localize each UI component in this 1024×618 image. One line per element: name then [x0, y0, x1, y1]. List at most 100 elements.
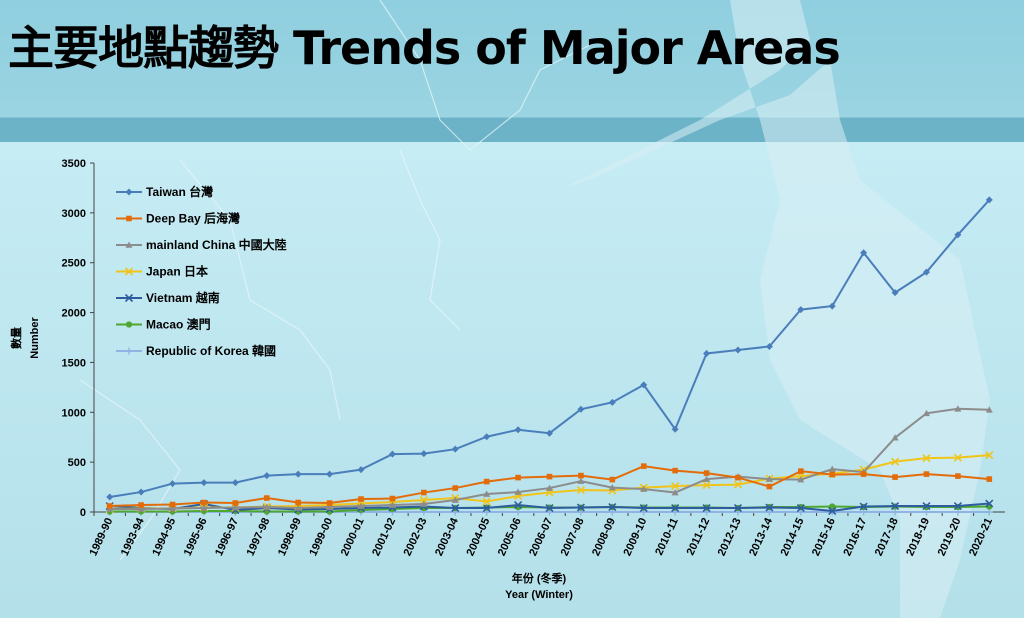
data-point-marker	[985, 196, 993, 204]
data-point-marker	[421, 489, 427, 496]
data-point-marker	[672, 467, 678, 474]
data-point-marker	[125, 321, 133, 328]
legend-item: Deep Bay 后海灣	[116, 211, 240, 226]
data-point-marker	[578, 472, 584, 479]
map-outline	[79, 0, 601, 561]
data-point-marker	[125, 241, 133, 248]
x-tick-label: 2019-20	[936, 516, 964, 558]
data-point-marker	[483, 490, 491, 497]
data-point-marker	[326, 470, 334, 478]
data-point-marker	[515, 474, 521, 481]
data-point-marker	[671, 503, 680, 513]
data-point-marker	[483, 433, 491, 441]
x-tick-label: 2003-04	[433, 515, 461, 557]
data-point-marker	[576, 503, 585, 512]
data-point-marker	[608, 502, 617, 512]
data-point-marker	[201, 499, 207, 506]
x-tick-label: 2013-14	[747, 515, 775, 557]
data-point-marker	[798, 468, 804, 474]
data-point-marker	[576, 485, 585, 495]
data-point-marker	[263, 503, 271, 510]
legend-item: Republic of Korea 韓國	[116, 343, 276, 358]
series-group	[106, 405, 993, 512]
legend-label: Republic of Korea 韓國	[146, 343, 276, 358]
data-point-marker	[765, 503, 774, 512]
data-point-marker	[860, 471, 867, 477]
x-tick-label: 1997-98	[245, 516, 273, 558]
data-point-marker	[577, 477, 585, 484]
data-point-marker	[482, 503, 491, 513]
x-tick-label: 2015-16	[810, 516, 838, 558]
data-point-marker	[828, 465, 836, 472]
data-point-marker	[640, 463, 647, 469]
x-tick-label: 1999-00	[307, 516, 335, 558]
data-point-marker	[294, 504, 302, 511]
x-tick-label: 1996-97	[213, 516, 241, 558]
data-point-marker	[985, 499, 994, 508]
data-point-marker	[546, 484, 553, 491]
data-point-marker	[514, 426, 522, 434]
page-title: 主要地點趨勢 Trends of Major Areas	[8, 21, 841, 75]
data-point-marker	[124, 293, 134, 303]
legend-label: Taiwan 台灣	[146, 184, 213, 199]
data-point-marker	[891, 434, 899, 441]
x-tick-label: 2014-15	[779, 516, 807, 558]
y-tick-label: 3000	[62, 208, 86, 220]
x-tick-label: 2004-05	[464, 516, 492, 558]
data-point-marker	[326, 503, 334, 510]
x-tick-label: 2001-02	[370, 516, 398, 558]
y-tick-label: 3500	[62, 158, 86, 170]
data-point-marker	[766, 483, 773, 490]
legend-label: Macao 澳門	[146, 317, 211, 332]
y-tick-label: 2000	[62, 308, 86, 320]
x-tick-label: 2006-07	[527, 516, 555, 558]
legend-item: Vietnam 越南	[116, 290, 220, 305]
data-point-marker	[891, 289, 899, 297]
data-point-marker	[922, 268, 930, 276]
chart-series	[105, 196, 994, 516]
data-point-marker	[735, 474, 741, 481]
x-tick-label: 2002-03	[402, 516, 430, 558]
y-tick-label: 500	[68, 457, 86, 469]
data-point-marker	[232, 500, 239, 506]
data-point-marker	[890, 457, 900, 466]
legend-item: Japan 日本	[116, 264, 208, 279]
data-point-marker	[451, 503, 460, 513]
data-point-marker	[231, 479, 239, 487]
data-point-marker	[295, 499, 301, 506]
x-tick-label: 2011-12	[685, 516, 713, 557]
legend-label: Vietnam 越南	[146, 290, 220, 305]
data-point-marker	[514, 500, 523, 510]
chart-legend: Taiwan 台灣 Deep Bay 后海灣 mainland China 中國大陸…	[116, 184, 287, 358]
data-point-marker	[922, 454, 931, 463]
series-group	[106, 196, 993, 501]
data-point-marker	[733, 480, 743, 489]
legend-label: Deep Bay 后海灣	[146, 211, 240, 226]
y-axis-title-en: Number	[29, 317, 41, 359]
data-point-marker	[608, 398, 616, 406]
x-tick-label: 2005-06	[496, 516, 524, 558]
data-point-marker	[545, 503, 554, 513]
data-point-marker	[985, 406, 993, 413]
spoonbill-silhouette	[560, 0, 990, 618]
data-point-marker	[451, 445, 459, 453]
y-tick-label: 1500	[62, 357, 86, 369]
data-point-marker	[137, 488, 145, 496]
data-point-marker	[640, 485, 648, 492]
data-point-marker	[263, 472, 271, 480]
y-tick-label: 0	[80, 507, 86, 519]
data-point-marker	[106, 493, 114, 501]
data-point-marker	[671, 489, 679, 496]
data-point-marker	[483, 478, 490, 485]
data-point-marker	[125, 188, 133, 196]
data-point-marker	[231, 504, 239, 511]
data-point-marker	[452, 485, 459, 491]
data-point-marker	[953, 453, 962, 462]
data-point-marker	[703, 475, 711, 482]
data-point-marker	[263, 495, 270, 501]
y-tick-label: 1000	[62, 407, 86, 419]
data-point-marker	[797, 306, 805, 314]
data-point-marker	[546, 429, 553, 437]
x-tick-label: 2018-19	[904, 516, 932, 558]
series-line	[109, 407, 990, 511]
